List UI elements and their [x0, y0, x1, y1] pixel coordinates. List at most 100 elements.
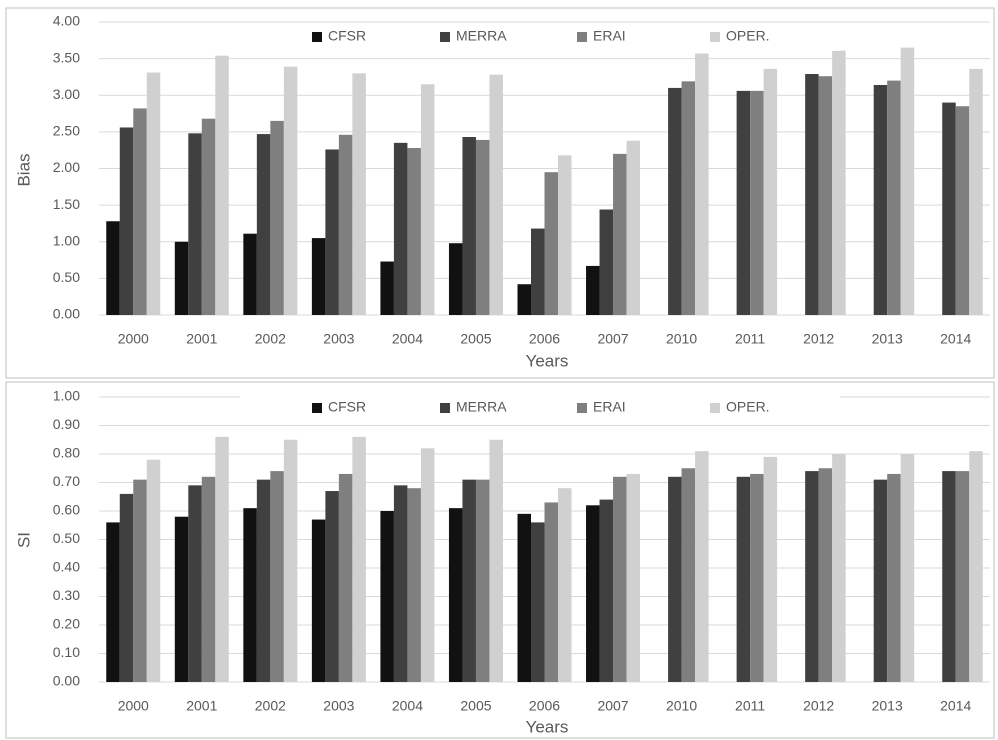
bar: [599, 209, 614, 315]
y-tick-label: 0.50: [53, 530, 80, 546]
x-tick-label: 2012: [803, 698, 834, 714]
legend-label: CFSR: [328, 28, 366, 44]
bar: [586, 505, 600, 682]
bar: [695, 53, 709, 316]
bar: [270, 471, 284, 682]
bar: [338, 473, 353, 682]
bar: [256, 134, 271, 315]
bar: [475, 479, 490, 682]
bar: [805, 74, 819, 315]
y-tick-label: 0.20: [53, 616, 80, 632]
x-tick-label: 2005: [460, 698, 491, 714]
bar: [188, 485, 202, 682]
y-tick-label: 0.70: [53, 473, 80, 489]
legend-label: ERAI: [593, 28, 626, 44]
legend-swatch: [710, 403, 720, 413]
bar: [750, 90, 764, 315]
bar: [338, 134, 353, 315]
bar: [146, 459, 161, 682]
x-tick-label: 2004: [392, 331, 423, 347]
bar: [832, 454, 846, 682]
legend-label: OPER.: [726, 399, 770, 415]
bar: [942, 471, 956, 682]
bar: [544, 172, 558, 315]
x-tick-label: 2010: [666, 698, 697, 714]
bar: [969, 451, 983, 682]
bar: [462, 137, 476, 315]
legend-background: [240, 23, 840, 51]
y-axis-title: SI: [14, 532, 33, 548]
x-tick-label: 2013: [872, 698, 903, 714]
x-tick-label: 2000: [118, 331, 149, 347]
bar: [448, 508, 463, 682]
x-tick-label: 2013: [872, 331, 903, 347]
x-tick-label: 2003: [323, 698, 354, 714]
legend-swatch: [577, 32, 587, 42]
bar: [531, 228, 545, 315]
bar: [393, 142, 408, 315]
bar: [146, 72, 161, 315]
bar: [955, 106, 970, 315]
bar: [517, 284, 531, 315]
bar: [407, 147, 421, 315]
bar: [174, 241, 189, 315]
bar: [681, 468, 696, 682]
legend-swatch: [312, 403, 322, 413]
x-axis-title: Years: [526, 351, 569, 370]
bar: [475, 139, 490, 315]
x-tick-label: 2002: [255, 698, 286, 714]
panel-frame: [5, 381, 995, 739]
legend-swatch: [710, 32, 720, 42]
bar: [489, 439, 503, 682]
legend-swatch: [440, 403, 450, 413]
bar: [462, 479, 476, 682]
x-axis-title: Years: [526, 717, 569, 736]
y-tick-label: 0.40: [53, 559, 80, 575]
bar: [736, 476, 751, 682]
bar: [681, 81, 696, 316]
bar: [119, 493, 134, 682]
bar: [805, 471, 819, 682]
legend-swatch: [440, 32, 450, 42]
x-tick-label: 2004: [392, 698, 423, 714]
bar: [613, 153, 627, 315]
bar: [380, 511, 394, 682]
bar: [174, 516, 189, 682]
bar: [544, 502, 558, 682]
bar: [489, 74, 503, 316]
bar: [900, 454, 915, 682]
bar: [818, 468, 833, 682]
bar: [352, 73, 366, 316]
panel-frame: [5, 7, 995, 379]
bar: [695, 451, 709, 682]
y-axis-title: Bias: [14, 153, 33, 186]
y-tick-label: 3.50: [53, 49, 80, 65]
y-tick-label: 1.00: [53, 388, 80, 404]
x-tick-label: 2003: [323, 331, 354, 347]
bar: [283, 66, 298, 316]
y-tick-label: 0.30: [53, 587, 80, 603]
bar: [586, 265, 600, 315]
bar: [106, 221, 120, 315]
bar: [750, 473, 764, 682]
bar: [215, 436, 229, 682]
x-tick-label: 2011: [735, 331, 765, 347]
bar: [942, 102, 956, 315]
bar: [243, 233, 257, 315]
bar: [873, 84, 888, 316]
legend-swatch: [312, 32, 322, 42]
x-tick-label: 2014: [940, 698, 971, 714]
bar: [352, 436, 366, 682]
x-tick-label: 2006: [529, 331, 560, 347]
y-tick-label: 0.00: [53, 673, 80, 689]
y-tick-label: 0.90: [53, 416, 80, 432]
bar: [448, 243, 463, 315]
x-tick-label: 2001: [186, 331, 217, 347]
bar: [311, 238, 326, 315]
bar: [283, 439, 298, 682]
y-tick-label: 0.00: [53, 306, 80, 322]
x-tick-label: 2014: [940, 331, 971, 347]
bar: [599, 499, 614, 682]
legend-label: ERAI: [593, 399, 626, 415]
